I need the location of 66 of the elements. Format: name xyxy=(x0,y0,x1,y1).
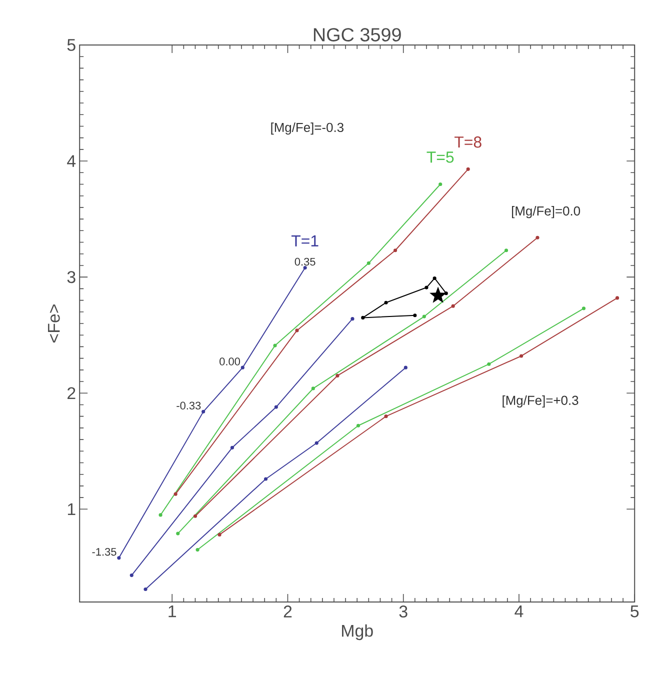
point xyxy=(241,366,245,370)
point xyxy=(194,514,198,518)
point xyxy=(274,405,278,409)
point xyxy=(264,477,268,481)
y-tick-label: 3 xyxy=(67,271,76,284)
point xyxy=(202,410,206,414)
x-axis-title: Mgb xyxy=(342,624,374,640)
series-label: T=1 xyxy=(292,235,318,246)
point xyxy=(176,532,180,536)
point xyxy=(404,366,408,370)
point xyxy=(273,344,277,348)
point xyxy=(336,374,340,378)
point xyxy=(230,446,234,450)
point xyxy=(312,386,316,390)
point xyxy=(438,182,442,186)
point xyxy=(196,548,200,552)
annotation: [Mg/Fe]=0.0 xyxy=(512,206,580,218)
point xyxy=(218,532,222,536)
annotation: -1.35 xyxy=(92,548,116,556)
x-tick-label: 4 xyxy=(514,606,524,618)
point xyxy=(451,304,456,308)
annotation: 0.35 xyxy=(295,258,316,266)
point xyxy=(367,261,371,265)
point xyxy=(144,587,148,592)
annotation: -0.33 xyxy=(176,402,201,410)
series-label: T=8 xyxy=(454,136,482,148)
annotation: [Mg/Fe]=+0.3 xyxy=(502,395,578,408)
y-tick-label: 1 xyxy=(68,503,76,515)
y-tick-label: 4 xyxy=(67,155,76,167)
point xyxy=(616,296,620,300)
point xyxy=(504,248,508,252)
point xyxy=(424,286,428,290)
point xyxy=(394,248,398,252)
point xyxy=(422,314,426,318)
annotation: 0.00 xyxy=(220,358,240,366)
point xyxy=(295,328,299,332)
point xyxy=(361,316,365,320)
chart-title: NGC 3599 xyxy=(314,28,402,42)
point xyxy=(430,286,447,303)
point xyxy=(117,556,121,560)
point xyxy=(413,314,417,318)
point xyxy=(536,236,540,240)
x-tick-label: 2 xyxy=(284,606,292,618)
y-axis-title: <Fe> xyxy=(48,304,60,342)
point xyxy=(582,306,586,310)
point xyxy=(350,317,354,321)
point xyxy=(384,414,388,418)
y-tick-label: 5 xyxy=(68,39,76,51)
annotation: [Mg/Fe]=-0.3 xyxy=(271,122,344,135)
point xyxy=(174,492,178,496)
series-label: T=5 xyxy=(426,152,454,163)
point xyxy=(487,362,491,366)
point xyxy=(315,441,319,445)
x-tick-label: 1 xyxy=(168,606,176,618)
point xyxy=(158,513,163,517)
point xyxy=(356,424,360,428)
point xyxy=(384,300,388,304)
point xyxy=(303,266,308,270)
point xyxy=(520,354,524,358)
x-tick-label: 5 xyxy=(630,606,639,618)
x-tick-label: 3 xyxy=(399,606,408,618)
point xyxy=(444,292,448,296)
point xyxy=(466,167,470,171)
point xyxy=(130,574,134,578)
y-tick-label: 2 xyxy=(68,387,76,400)
point xyxy=(432,276,437,280)
